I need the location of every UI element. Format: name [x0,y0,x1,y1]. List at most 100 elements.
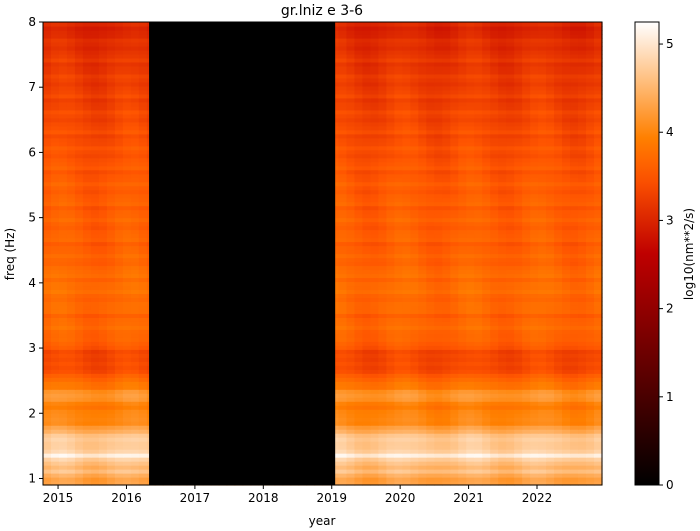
heatmap-cell [562,257,571,263]
heatmap-cell [43,397,52,402]
heatmap-cell [106,469,116,474]
heatmap-cell [378,453,387,458]
heatmap-cell [578,249,587,255]
heatmap-cell [130,233,140,239]
heatmap-cell [426,453,435,458]
heatmap-cell [74,481,84,486]
heatmap-cell [346,205,356,211]
heatmap-cell [490,445,499,450]
heatmap-cell [386,217,395,223]
heatmap-cell [506,445,515,450]
heatmap-cell [570,237,579,243]
heatmap-cell [106,301,116,306]
heatmap-cell [138,361,148,366]
heatmap-cell [562,305,571,310]
heatmap-cell [58,285,68,291]
heatmap-cell [474,229,483,235]
heatmap-cell [578,385,587,390]
heatmap-cell [114,349,124,354]
heatmap-cell [66,373,76,378]
heatmap-cell [418,397,427,402]
heatmap-cell [498,481,507,486]
heatmap-cell [490,449,499,454]
heatmap-cell [338,249,348,255]
heatmap-cell [394,233,403,239]
heatmap-cell [122,449,132,454]
heatmap-cell [338,273,348,279]
heatmap-cell [522,413,531,418]
heatmap-cell [394,341,403,346]
heatmap-cell [538,397,547,402]
heatmap-cell [466,273,475,279]
heatmap-cell [562,201,571,207]
heatmap-cell [450,345,459,350]
heatmap-cell [106,281,116,287]
heatmap-cell [394,325,403,330]
heatmap-cell [426,373,435,378]
heatmap-cell [74,389,84,394]
heatmap-cell [130,237,140,243]
heatmap-cell [346,373,356,378]
heatmap-cell [394,473,403,478]
heatmap-cell [394,465,403,470]
heatmap-cell [578,289,587,295]
heatmap-cell [458,477,467,482]
heatmap-cell [90,389,100,394]
heatmap-cell [58,213,68,219]
heatmap-cell [530,217,539,223]
heatmap-cell [562,341,571,346]
heatmap-cell [474,393,483,398]
heatmap-cell [130,309,140,314]
heatmap-cell [362,341,372,346]
heatmap-cell [426,341,435,346]
heatmap-cell [442,369,451,374]
heatmap-cell [482,469,491,474]
heatmap-cell [122,441,132,446]
heatmap-cell [554,281,563,287]
heatmap-cell [562,321,571,326]
heatmap-cell [522,429,531,434]
heatmap-cell [466,201,475,207]
heatmap-cell [410,305,419,310]
heatmap-cell [362,221,372,227]
heatmap-cell [514,293,523,298]
heatmap-cell [482,229,491,235]
heatmap-cell [43,429,52,434]
heatmap-cell [130,345,140,350]
heatmap-cell [362,413,372,418]
heatmap-cell [426,409,435,414]
heatmap-cell [490,473,499,478]
heatmap-cell [506,273,515,279]
heatmap-cell [138,445,148,450]
heatmap-cell [354,297,364,302]
heatmap-cell [378,377,387,382]
heatmap-cell [538,357,547,362]
heatmap-cell [442,221,451,227]
heatmap-cell [43,305,52,310]
heatmap-cell [450,209,459,215]
heatmap-cell [346,269,356,275]
heatmap-cell [74,405,84,410]
heatmap-cell [58,353,68,358]
heatmap-cell [122,229,132,235]
heatmap-cell [354,365,364,370]
heatmap-cell [410,313,419,318]
heatmap-cell [66,281,76,287]
heatmap-cell [98,249,108,255]
heatmap-cell [514,265,523,271]
heatmap-cell [434,297,443,302]
heatmap-cell [514,245,523,251]
heatmap-cell [66,433,76,438]
heatmap-cell [538,461,547,466]
heatmap-cell [130,209,140,215]
heatmap-cell [58,417,68,422]
heatmap-cell [578,269,587,275]
heatmap-cell [594,245,603,251]
heatmap-cell [586,209,595,215]
heatmap-cell [338,261,348,267]
heatmap-cell [410,325,419,330]
heatmap-cell [66,213,76,219]
heatmap-cell [130,449,140,454]
heatmap-cell [338,473,348,478]
heatmap-cell [506,405,515,410]
